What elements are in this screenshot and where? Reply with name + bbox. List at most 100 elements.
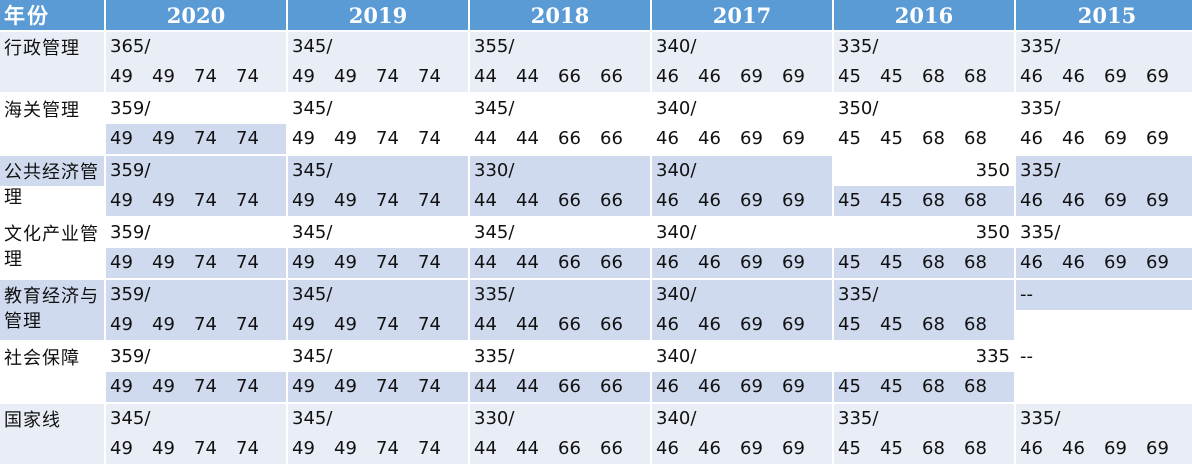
subject-score: 49 — [292, 252, 315, 273]
row-label: 教育经济与管理 — [0, 280, 104, 340]
total-score: -- — [1020, 284, 1033, 305]
total-score: 345/ — [292, 36, 333, 57]
total-score: 335/ — [838, 284, 879, 305]
row-label: 公共经济管理 — [0, 156, 104, 216]
subject-score: 45 — [880, 376, 903, 397]
subject-score: 44 — [516, 66, 539, 87]
subject-score: 46 — [698, 190, 721, 211]
total-score: 335/ — [474, 346, 515, 367]
subject-score: 46 — [698, 314, 721, 335]
subject-score: 69 — [1146, 252, 1169, 273]
subject-score: 44 — [474, 66, 497, 87]
score-cell: 335/46 46 69 69 — [1016, 218, 1192, 278]
total-score: 335/ — [1020, 160, 1061, 181]
subject-score: 44 — [516, 376, 539, 397]
subject-score: 74 — [194, 128, 217, 149]
total-score: 340/ — [656, 284, 697, 305]
subject-score: 69 — [740, 376, 763, 397]
total-score: 335 — [975, 346, 1010, 367]
total-score: 345/ — [474, 222, 515, 243]
subject-score: 68 — [922, 128, 945, 149]
subject-score: 66 — [558, 128, 581, 149]
score-cell: 335/45 45 68 68 — [834, 404, 1014, 464]
total-score: 359/ — [110, 160, 151, 181]
subject-score: 74 — [418, 376, 441, 397]
subject-score: 46 — [656, 438, 679, 459]
subject-score: 74 — [376, 314, 399, 335]
score-cell: 335/46 46 69 69 — [1016, 156, 1192, 216]
subject-score: 74 — [194, 314, 217, 335]
subject-score: 74 — [236, 438, 259, 459]
subject-score: 69 — [782, 190, 805, 211]
score-cell: 335/45 45 68 68 — [834, 32, 1014, 92]
subject-score: 74 — [194, 252, 217, 273]
subject-score: 49 — [110, 252, 133, 273]
subject-score: 68 — [922, 252, 945, 273]
subject-score: 69 — [782, 66, 805, 87]
subject-score: 49 — [334, 128, 357, 149]
score-cell: 345/49 49 74 74 — [106, 404, 286, 464]
subject-score: 68 — [964, 314, 987, 335]
header-year-2019: 2019 — [288, 0, 468, 30]
score-cell: 365/49 49 74 74 — [106, 32, 286, 92]
subject-score: 46 — [656, 128, 679, 149]
subject-score: 66 — [558, 438, 581, 459]
subject-score: 49 — [110, 66, 133, 87]
subject-score: 49 — [292, 128, 315, 149]
subject-score: 66 — [558, 66, 581, 87]
subject-score: 46 — [1062, 66, 1085, 87]
subject-score: 49 — [292, 438, 315, 459]
subject-score: 68 — [964, 66, 987, 87]
subject-score: 45 — [880, 128, 903, 149]
subject-score: 44 — [516, 314, 539, 335]
subject-score: 45 — [838, 66, 861, 87]
subject-score: 74 — [236, 66, 259, 87]
subject-score: 66 — [600, 190, 623, 211]
subject-score: 69 — [740, 252, 763, 273]
subject-score: 45 — [838, 438, 861, 459]
subject-score: 46 — [656, 376, 679, 397]
score-cell: 335/46 46 69 69 — [1016, 404, 1192, 464]
subject-score: 66 — [558, 376, 581, 397]
total-score: 335/ — [1020, 36, 1061, 57]
score-cell: 350 45 45 68 68 — [834, 218, 1014, 278]
subject-score: 66 — [558, 314, 581, 335]
subject-score: 45 — [838, 376, 861, 397]
score-cell: 335/46 46 69 69 — [1016, 32, 1192, 92]
total-score: 355/ — [474, 36, 515, 57]
subject-score: 46 — [1062, 190, 1085, 211]
subject-score: 45 — [880, 66, 903, 87]
subject-score: 69 — [782, 438, 805, 459]
subject-score: 66 — [558, 252, 581, 273]
total-score: 340/ — [656, 408, 697, 429]
subject-score: 49 — [152, 128, 175, 149]
subject-score: 69 — [1104, 190, 1127, 211]
subject-score: 69 — [1146, 128, 1169, 149]
subject-score: 69 — [1104, 252, 1127, 273]
subject-score: 49 — [334, 314, 357, 335]
subject-score: 66 — [558, 190, 581, 211]
row-label: 行政管理 — [0, 32, 104, 92]
subject-score: 69 — [782, 376, 805, 397]
subject-score: 49 — [110, 190, 133, 211]
subject-score: 45 — [880, 252, 903, 273]
subject-score: 49 — [152, 252, 175, 273]
total-score: 335/ — [474, 284, 515, 305]
subject-score: 45 — [838, 128, 861, 149]
score-cell: 345/44 44 66 66 — [470, 94, 650, 154]
subject-score: 74 — [418, 128, 441, 149]
total-score: -- — [1020, 346, 1033, 367]
subject-score: 69 — [1104, 66, 1127, 87]
subject-score: 45 — [838, 190, 861, 211]
subject-score: 44 — [516, 438, 539, 459]
subject-score: 69 — [740, 66, 763, 87]
subject-score: 74 — [376, 252, 399, 273]
subject-score: 46 — [698, 252, 721, 273]
subject-score: 44 — [474, 376, 497, 397]
subject-score: 44 — [516, 128, 539, 149]
subject-score: 49 — [110, 128, 133, 149]
subject-score: 68 — [922, 66, 945, 87]
score-cell: 330/44 44 66 66 — [470, 404, 650, 464]
score-cell: 359/49 49 74 74 — [106, 218, 286, 278]
subject-score: 49 — [110, 438, 133, 459]
